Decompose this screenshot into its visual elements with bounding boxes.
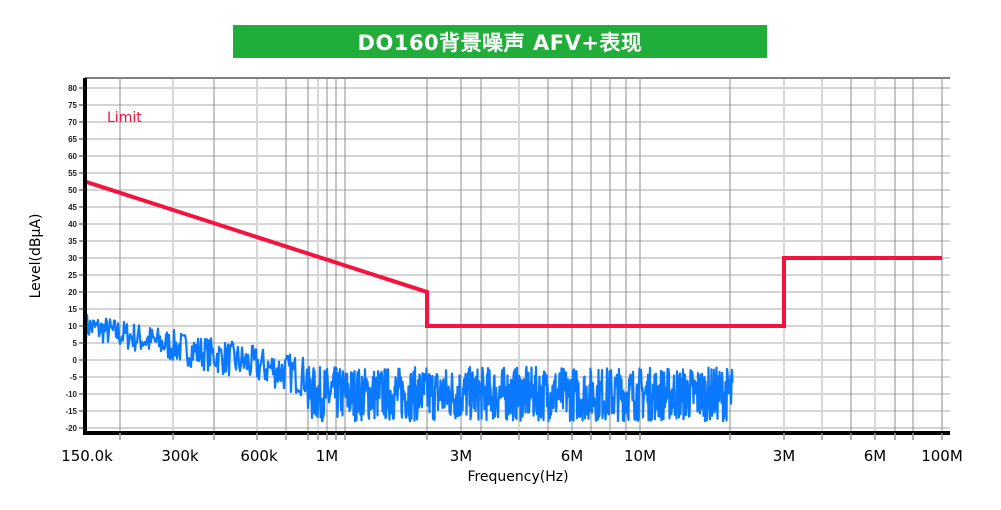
x-tick-label: 3M (773, 447, 796, 465)
y-tick-label: -10 (65, 390, 77, 399)
noise-trace (84, 313, 734, 423)
y-tick-label: 15 (68, 305, 77, 314)
x-axis-ticks: 150.0k 300k 600k 1M 3M 6M 10M 3M 6M 100M (61, 433, 963, 465)
y-tick-label: 75 (68, 101, 77, 110)
y-tick-label: -15 (65, 407, 77, 416)
x-tick-label: 600k (240, 447, 278, 465)
y-tick-label: 5 (73, 339, 78, 348)
chart-title-banner: DO160背景噪声 AFV+表现 (233, 25, 767, 58)
y-tick-label: 50 (68, 186, 77, 195)
y-tick-label: 10 (68, 322, 77, 331)
x-tick-label: 6M (561, 447, 584, 465)
x-tick-label: 6M (864, 447, 887, 465)
y-tick-label: 55 (68, 169, 77, 178)
y-tick-label: -20 (65, 424, 77, 433)
x-tick-label: 3M (450, 447, 473, 465)
y-tick-label: 25 (68, 271, 77, 280)
y-axis-ticks: 80757065605550454035302520151050-5-10-15… (65, 84, 85, 433)
x-tick-label: 100M (921, 447, 963, 465)
legend-limit-label: Limit (107, 110, 142, 126)
y-tick-label: 35 (68, 237, 77, 246)
y-axis-label: Level(dBμA) (28, 214, 44, 299)
y-tick-label: 60 (68, 152, 77, 161)
x-axis-label: Frequency(Hz) (467, 469, 568, 485)
x-tick-label: 300k (161, 447, 199, 465)
y-tick-label: 70 (68, 118, 77, 127)
y-tick-label: -5 (70, 373, 78, 382)
y-tick-label: 20 (68, 288, 77, 297)
y-tick-label: 30 (68, 254, 77, 263)
limit-line (84, 179, 942, 328)
y-tick-label: 0 (73, 356, 78, 365)
y-tick-label: 80 (68, 84, 77, 93)
y-tick-label: 65 (68, 135, 77, 144)
x-tick-label: 10M (624, 447, 656, 465)
y-tick-label: 45 (68, 203, 77, 212)
axes (83, 78, 950, 435)
x-tick-label: 1M (316, 447, 339, 465)
y-tick-label: 40 (68, 220, 77, 229)
chart-title: DO160背景噪声 AFV+表现 (357, 30, 643, 55)
x-tick-label: 150.0k (61, 447, 113, 465)
